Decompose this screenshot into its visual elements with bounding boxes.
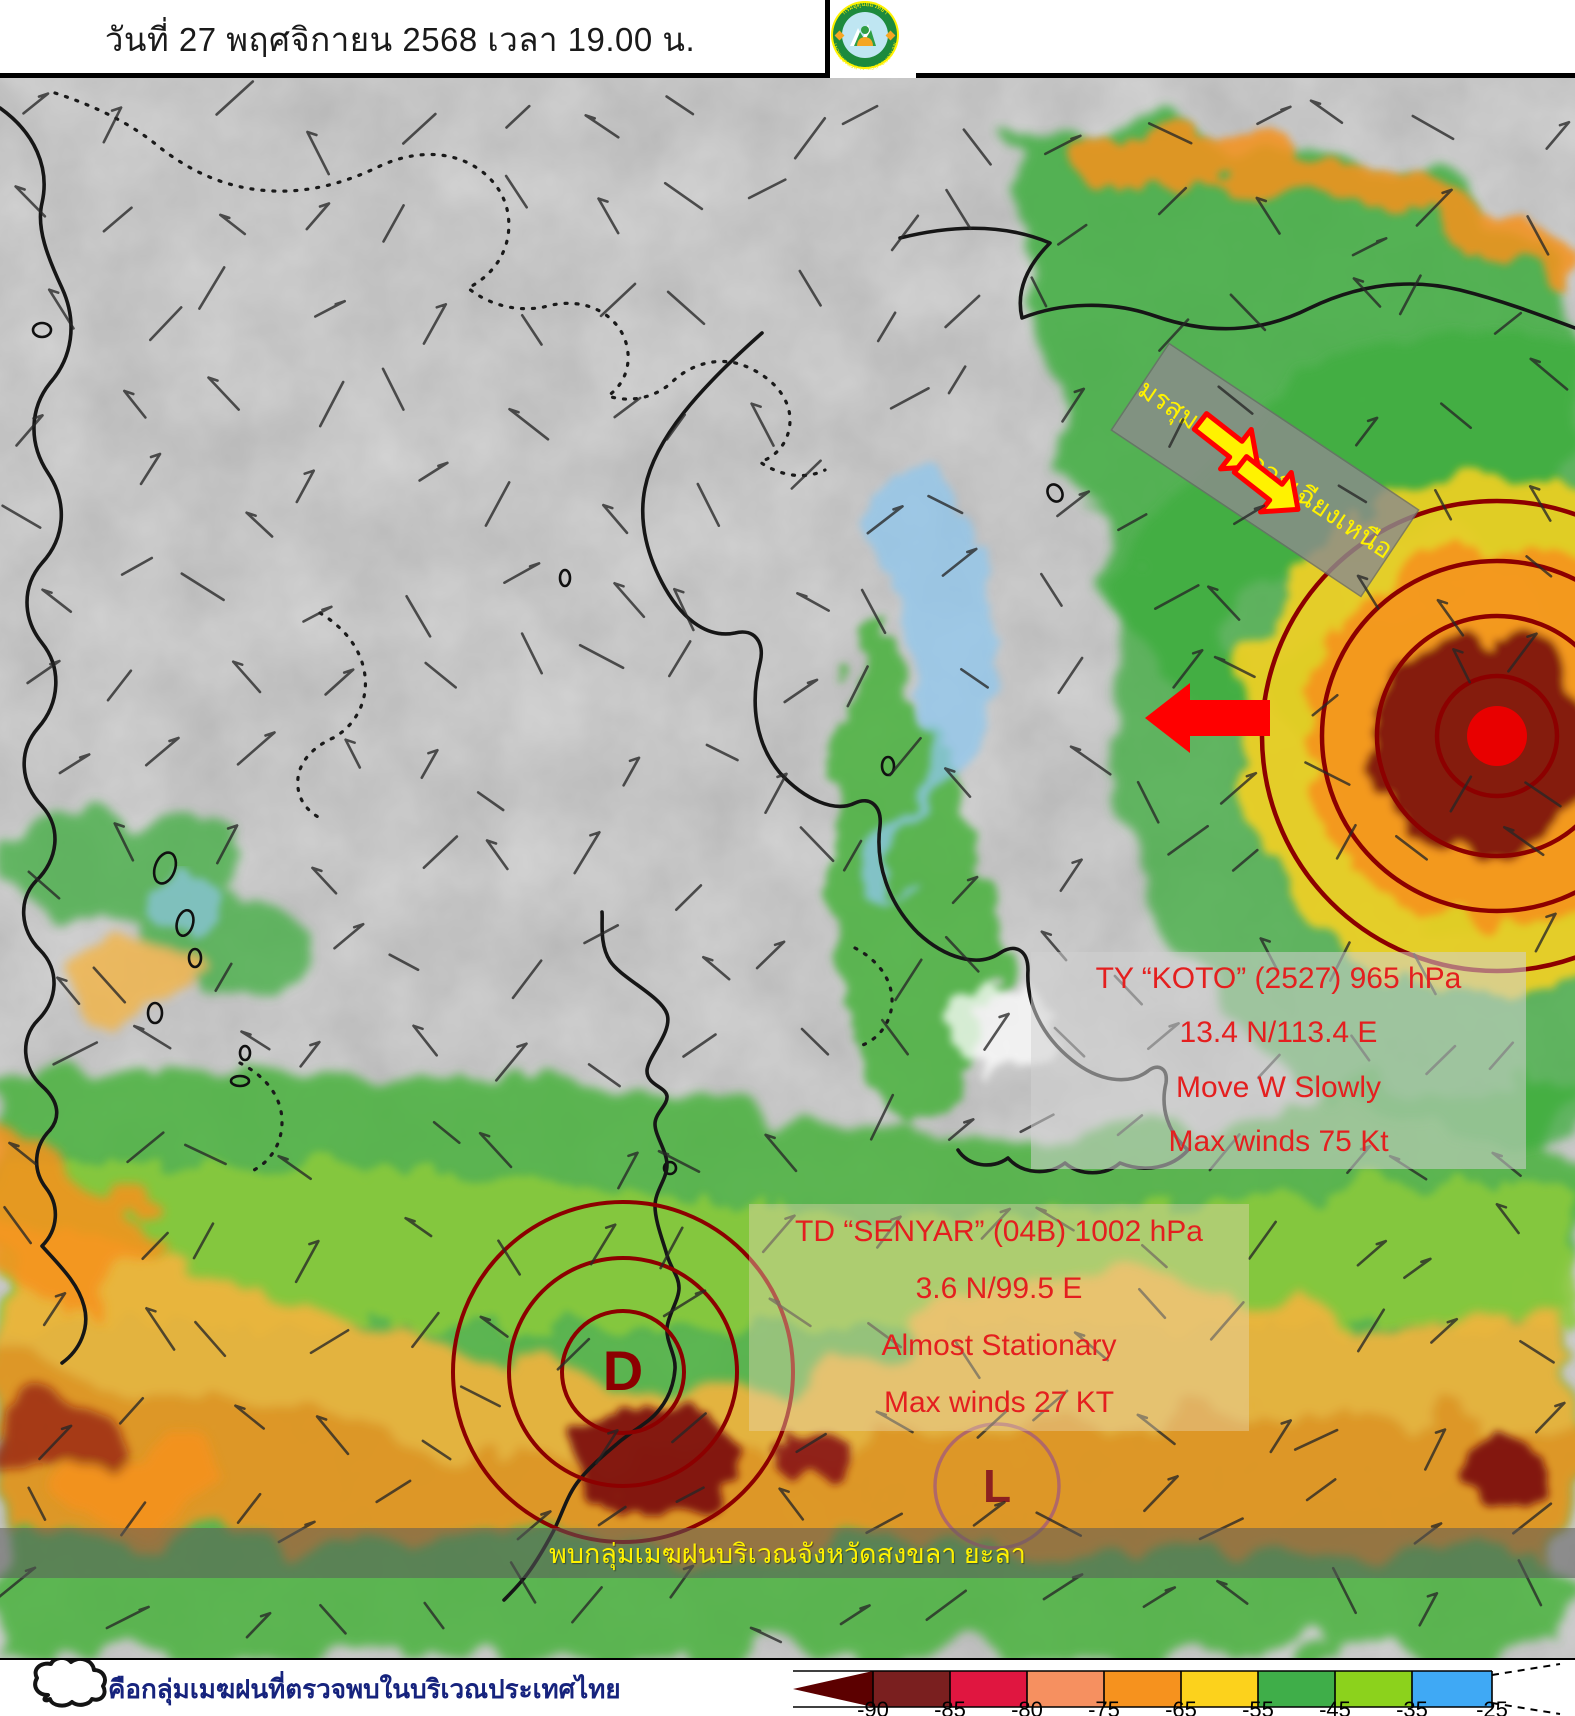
svg-text:-75: -75 [1088, 1697, 1120, 1716]
svg-text:-90: -90 [857, 1697, 889, 1716]
svg-text:-85: -85 [934, 1697, 966, 1716]
svg-text:-65: -65 [1165, 1697, 1197, 1716]
svg-text:-35: -35 [1396, 1697, 1428, 1716]
svg-text:-80: -80 [1011, 1697, 1043, 1716]
svg-text:-45: -45 [1319, 1697, 1351, 1716]
svg-text:-55: -55 [1242, 1697, 1274, 1716]
svg-text:-25: -25 [1476, 1697, 1508, 1716]
svg-text:คือกลุ่มเมฆฝนที่ตรวจพบในบริเวณ: คือกลุ่มเมฆฝนที่ตรวจพบในบริเวณประเทศไทย [108, 1670, 621, 1706]
